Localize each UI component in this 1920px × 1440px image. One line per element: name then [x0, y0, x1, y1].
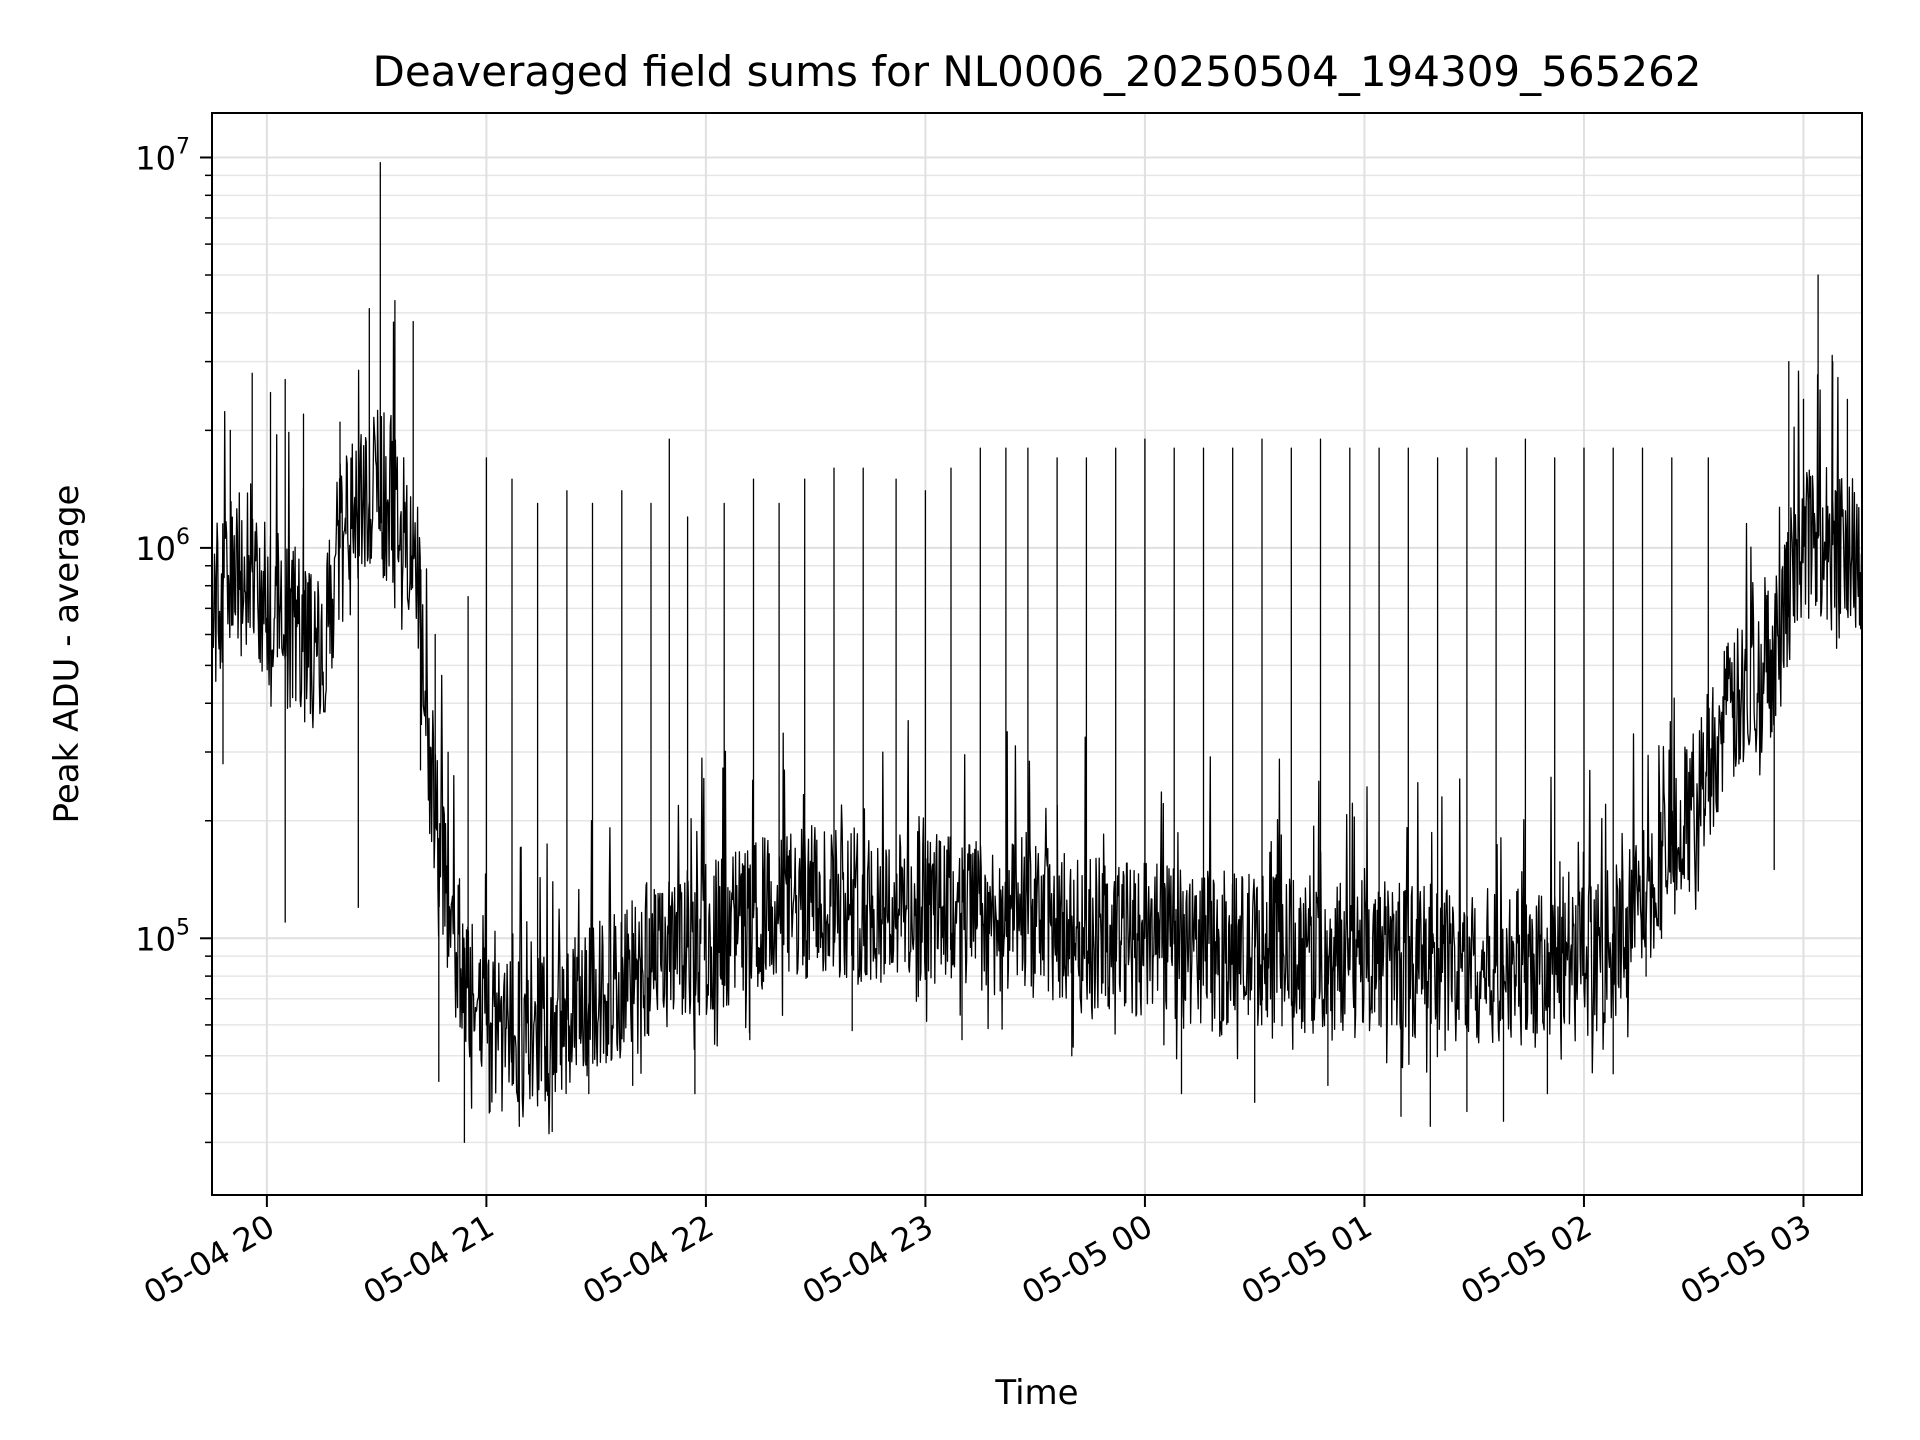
y-tick-label: 107	[135, 134, 190, 177]
x-axis-title: Time	[994, 1373, 1078, 1413]
y-axis-title: Peak ADU - average	[47, 485, 87, 824]
y-tick-label: 106	[135, 525, 190, 568]
plot-area	[212, 161, 1862, 1144]
y-axis: 105 106 107	[135, 134, 212, 1144]
y-tick-label: 105	[135, 915, 190, 958]
plot-frame	[211, 112, 1863, 1196]
chart-title: Deaveraged field sums for NL0006_2025050…	[373, 47, 1702, 96]
series-line	[212, 161, 1862, 1144]
